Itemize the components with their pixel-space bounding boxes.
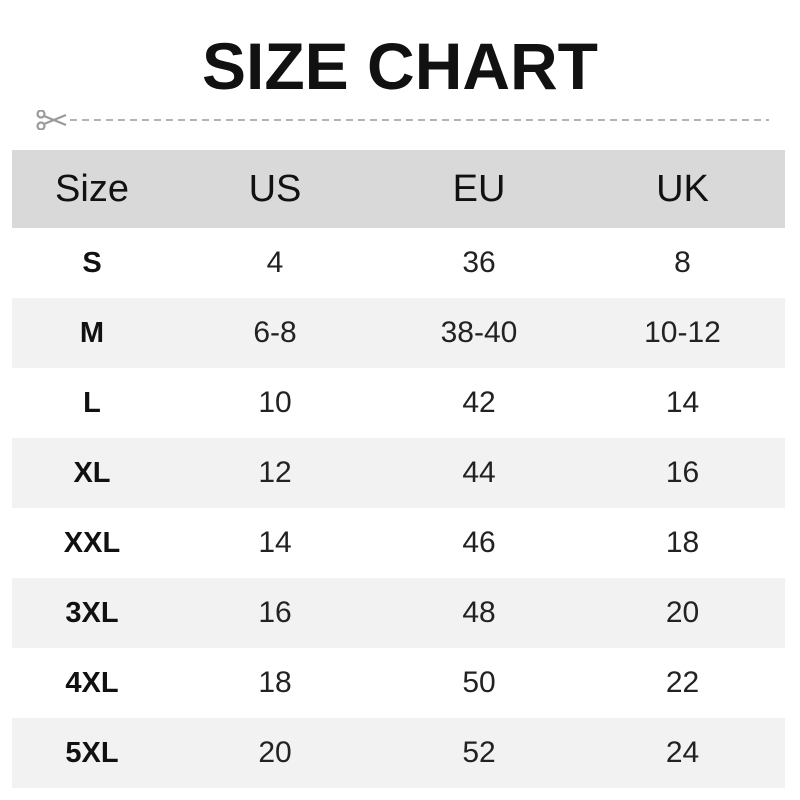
cell-us: 16 [258, 596, 292, 629]
cell-size: XXL [63, 526, 121, 559]
cell-eu: 52 [462, 736, 496, 769]
size-table: Size US EU UK S 4 36 8 M 6-8 38-40 10-12 L 10 42 14… [12, 150, 785, 788]
cell-eu: 50 [462, 666, 496, 699]
cell-uk: 14 [665, 386, 700, 419]
cell-uk: 24 [665, 736, 700, 769]
cell-us: 4 [266, 246, 284, 279]
header-eu: EU [452, 167, 506, 210]
table-header-row: Size US EU UK [12, 150, 785, 228]
table-row: 3XL 16 48 20 [12, 578, 785, 648]
table-row: XXL 14 46 18 [12, 508, 785, 578]
cell-us: 18 [258, 666, 292, 699]
cell-size: S [82, 246, 102, 279]
table-row: 5XL 20 52 24 [12, 718, 785, 788]
page-title: SIZE CHART [202, 29, 598, 103]
table-row: XL 12 44 16 [12, 438, 785, 508]
cell-eu: 46 [462, 526, 496, 559]
cell-size: 5XL [65, 736, 119, 769]
cell-uk: 18 [665, 526, 700, 559]
cut-line [36, 110, 769, 130]
cell-eu: 38-40 [440, 316, 518, 349]
cell-uk: 22 [665, 666, 700, 699]
cell-uk: 10-12 [644, 316, 721, 349]
cell-eu: 44 [462, 456, 496, 489]
cell-uk: 16 [665, 456, 700, 489]
cell-us: 10 [258, 386, 292, 419]
cell-eu: 48 [462, 596, 496, 629]
cell-eu: 36 [462, 246, 496, 279]
cell-us: 14 [258, 526, 292, 559]
cell-us: 6-8 [253, 316, 297, 349]
table-row: M 6-8 38-40 10-12 [12, 298, 785, 368]
header-size: Size [55, 167, 129, 210]
cell-eu: 42 [462, 386, 496, 419]
cell-size: M [79, 316, 105, 349]
cell-size: 3XL [65, 596, 119, 629]
cell-us: 20 [258, 736, 292, 769]
scissors-icon [36, 110, 67, 130]
cell-uk: 8 [674, 246, 691, 279]
header-uk: UK [656, 167, 709, 210]
cell-size: L [83, 386, 101, 419]
table-row: 4XL 18 50 22 [12, 648, 785, 718]
cell-size: XL [73, 456, 111, 489]
header-us: US [248, 167, 302, 210]
table-row: S 4 36 8 [12, 228, 785, 298]
table-row: L 10 42 14 [12, 368, 785, 438]
cell-uk: 20 [665, 596, 700, 629]
cell-size: 4XL [65, 666, 119, 699]
cell-us: 12 [258, 456, 292, 489]
